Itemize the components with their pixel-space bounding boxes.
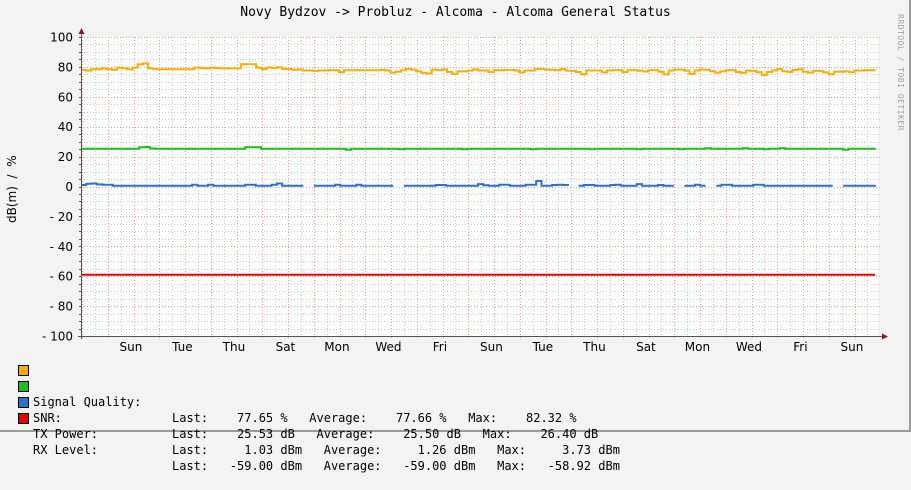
svg-text:Thu: Thu <box>582 340 606 354</box>
graph-frame <box>0 0 911 432</box>
svg-text:Wed: Wed <box>736 340 762 354</box>
svg-text:Sun: Sun <box>120 340 143 354</box>
svg-text:Sat: Sat <box>276 340 296 354</box>
svg-text:Sun: Sun <box>841 340 864 354</box>
legend-row-rx-level: RX Level: Last: -59.00 dBm Average: -59.… <box>18 410 620 473</box>
svg-text:Thu: Thu <box>222 340 246 354</box>
legend-stats: Last: 77.65 % Average: 77.66 % Max: 82.3… <box>172 411 577 425</box>
chart-title: Novy Bydzov -> Probluz - Alcoma - Alcoma… <box>240 5 671 20</box>
svg-text:- 40: - 40 <box>50 240 73 254</box>
x-axis-ticks: Sun Tue Thu Sat Mon Wed Fri Sun Tue Thu Sat Mon Wed F… <box>120 340 864 354</box>
svg-text:80: 80 <box>58 60 73 74</box>
svg-text:20: 20 <box>58 150 73 164</box>
legend: Signal Quality: Last: 77.65 % Average: 7… <box>18 362 620 473</box>
legend-label: RX Level: <box>33 443 99 457</box>
legend-stats: Last: 25.53 dB Average: 25.50 dB Max: 26… <box>172 427 599 441</box>
legend-label: SNR: <box>33 411 62 425</box>
svg-text:0: 0 <box>65 180 73 194</box>
svg-text:- 60: - 60 <box>50 270 73 284</box>
y-axis-ticks: 100 80 60 40 20 0 - 20 - 40 - 60 - 80 - 100 <box>42 31 73 344</box>
major-grid <box>81 37 882 338</box>
svg-text:- 20: - 20 <box>50 210 73 224</box>
legend-row-tx-power: TX Power: Last: 1.03 dBm Average: 1.26 d… <box>18 394 620 457</box>
data-series <box>81 62 876 276</box>
svg-text:100: 100 <box>50 31 73 45</box>
legend-stats: Last: -59.00 dBm Average: -59.00 dBm Max… <box>172 459 620 473</box>
rrdtool-watermark: RRDTOOL / TOBI OETIKER <box>896 14 905 131</box>
snr-swatch <box>18 381 29 392</box>
svg-text:Mon: Mon <box>685 340 710 354</box>
legend-row-snr: SNR: Last: 25.53 dB Average: 25.50 dB Ma… <box>18 378 598 441</box>
svg-text:Fri: Fri <box>433 340 447 354</box>
svg-text:Mon: Mon <box>324 340 349 354</box>
legend-row-signal-quality: Signal Quality: Last: 77.65 % Average: 7… <box>18 362 577 425</box>
svg-text:- 80: - 80 <box>50 300 73 314</box>
chart-canvas: 100 80 60 40 20 0 - 20 - 40 - 60 - 80 - 100 Sun Tue… <box>42 28 888 354</box>
svg-text:Fri: Fri <box>793 340 807 354</box>
svg-text:Tue: Tue <box>532 340 554 354</box>
legend-stats: Last: 1.03 dBm Average: 1.26 dBm Max: 3.… <box>172 443 620 457</box>
legend-label: Signal Quality: <box>33 395 142 409</box>
svg-text:- 100: - 100 <box>42 330 73 344</box>
rx-level-swatch <box>18 413 29 424</box>
tx-power-swatch <box>18 397 29 408</box>
signal-quality-swatch <box>18 365 29 376</box>
svg-text:40: 40 <box>58 120 73 134</box>
svg-text:Sat: Sat <box>636 340 656 354</box>
svg-text:Wed: Wed <box>375 340 401 354</box>
svg-text:60: 60 <box>58 90 73 104</box>
axes <box>78 28 888 340</box>
svg-text:Sun: Sun <box>480 340 503 354</box>
svg-text:Tue: Tue <box>171 340 193 354</box>
